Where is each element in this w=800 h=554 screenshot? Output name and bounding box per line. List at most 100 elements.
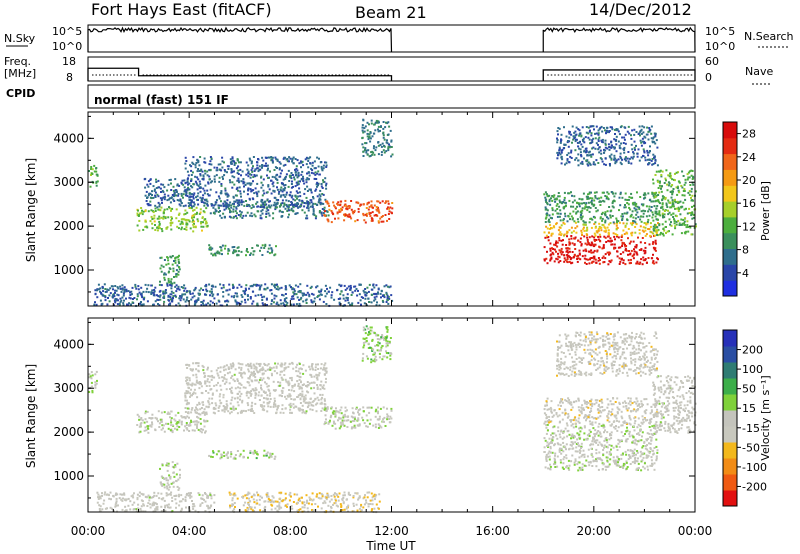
data-cell	[185, 427, 188, 430]
data-cell	[688, 212, 691, 214]
data-cell	[206, 189, 209, 192]
data-cell	[646, 222, 649, 225]
data-cell	[258, 379, 261, 381]
data-cell	[143, 421, 146, 424]
data-cell	[232, 363, 235, 366]
data-cell	[573, 131, 576, 134]
data-cell	[685, 226, 688, 229]
data-cell	[292, 185, 294, 188]
data-cell	[591, 153, 594, 156]
data-cell	[297, 180, 300, 183]
data-cell	[125, 288, 128, 291]
data-cell	[276, 283, 278, 286]
data-cell	[657, 218, 659, 221]
data-cell	[243, 204, 246, 207]
data-cell	[144, 194, 147, 197]
data-cell	[589, 257, 592, 260]
data-cell	[362, 214, 365, 217]
data-cell	[665, 169, 668, 172]
data-cell	[269, 405, 272, 408]
data-cell	[284, 293, 287, 295]
data-cell	[380, 296, 382, 299]
data-cell	[615, 224, 618, 227]
data-cell	[584, 203, 587, 206]
data-cell	[607, 192, 610, 195]
data-cell	[594, 195, 597, 197]
data-cell	[258, 399, 261, 401]
data-cell	[205, 207, 208, 210]
data-cell	[296, 169, 299, 172]
data-cell	[372, 147, 375, 150]
data-cell	[190, 411, 193, 414]
data-cell	[142, 290, 145, 293]
data-cell	[567, 192, 570, 195]
data-cell	[251, 247, 254, 249]
data-cell	[275, 366, 278, 369]
data-cell	[593, 191, 596, 194]
data-cell	[217, 195, 220, 198]
data-cell	[608, 206, 611, 208]
data-cell	[247, 164, 250, 167]
data-cell	[323, 387, 326, 390]
data-cell	[319, 203, 322, 206]
data-cell	[641, 137, 644, 140]
data-cell	[555, 198, 558, 201]
data-cell	[260, 181, 263, 184]
data-cell	[310, 191, 313, 194]
data-cell	[160, 228, 163, 230]
data-cell	[352, 412, 355, 415]
data-cell	[363, 291, 366, 294]
data-cell	[215, 169, 218, 172]
data-cell	[556, 139, 559, 141]
data-cell	[217, 410, 220, 412]
data-cell	[235, 206, 238, 209]
data-cell	[562, 218, 565, 221]
data-cell	[225, 202, 228, 205]
data-cell	[167, 294, 170, 297]
data-cell	[275, 288, 278, 290]
data-cell	[194, 175, 197, 178]
data-cell	[671, 178, 674, 181]
data-cell	[100, 292, 103, 295]
data-cell	[582, 223, 585, 226]
data-cell	[675, 223, 678, 226]
data-cell	[588, 210, 591, 213]
data-cell	[296, 204, 299, 207]
data-cell	[275, 158, 278, 161]
data-cell	[185, 403, 188, 406]
data-cell	[613, 158, 616, 161]
data-cell	[158, 205, 161, 208]
data-cell	[299, 195, 302, 198]
data-cell	[293, 292, 296, 295]
data-cell	[316, 156, 319, 159]
data-cell	[369, 131, 372, 134]
data-cell	[95, 180, 98, 183]
data-cell	[205, 413, 208, 416]
data-cell	[233, 250, 236, 253]
data-cell	[255, 191, 258, 194]
data-cell	[558, 226, 561, 229]
data-cell	[230, 171, 233, 174]
data-cell	[230, 399, 233, 402]
data-cell	[307, 171, 310, 174]
data-cell	[266, 199, 269, 202]
data-cell	[305, 298, 308, 301]
data-cell	[616, 235, 618, 238]
data-cell	[151, 194, 153, 196]
data-cell	[648, 128, 651, 131]
data-cell	[242, 386, 245, 389]
data-cell	[298, 367, 301, 370]
data-cell	[593, 236, 596, 239]
data-cell	[171, 282, 174, 285]
data-cell	[617, 158, 620, 161]
data-cell	[630, 232, 633, 235]
data-cell	[123, 291, 126, 293]
data-cell	[220, 169, 223, 172]
data-cell	[368, 411, 371, 414]
data-cell	[217, 204, 220, 207]
data-cell	[289, 157, 292, 160]
data-cell	[215, 404, 218, 407]
data-cell	[299, 160, 302, 163]
data-cell	[560, 253, 563, 256]
data-cell	[631, 210, 634, 213]
